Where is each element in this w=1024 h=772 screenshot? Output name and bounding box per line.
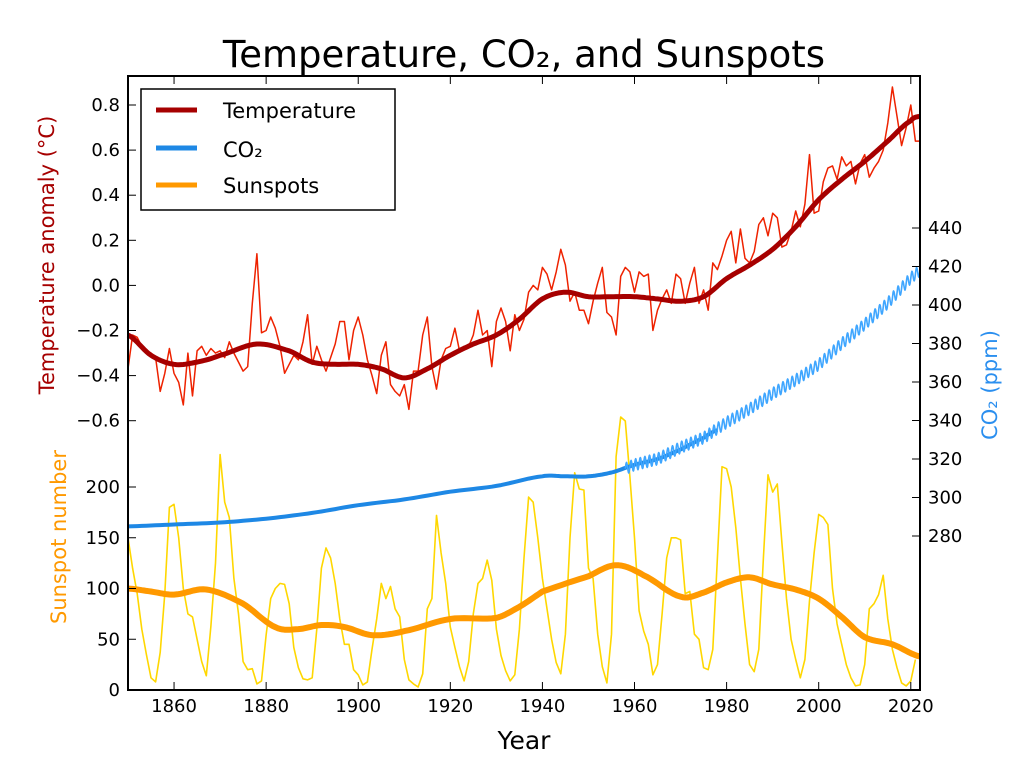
sunspot-tick-label: 50 xyxy=(97,629,120,650)
co2-ice-core-line xyxy=(127,428,719,529)
temperature-tick-label: 0.6 xyxy=(91,140,120,161)
temperature-tick-label: 0.0 xyxy=(91,275,120,296)
temperature-tick-label: −0.6 xyxy=(76,411,120,432)
co2-tick-label: 320 xyxy=(928,449,962,470)
sunspot-tick-label: 200 xyxy=(86,477,120,498)
legend: Temperature CO₂ Sunspots xyxy=(140,88,396,211)
temperature-tick-label: 0.4 xyxy=(91,185,120,206)
co2-tick-label: 300 xyxy=(928,488,962,509)
x-tick-label: 1860 xyxy=(151,696,197,717)
co2-axis: 280 300 320 340 360 380 400 420 440 xyxy=(912,218,962,547)
temperature-smoothed-line xyxy=(126,113,922,381)
co2-tick-label: 280 xyxy=(928,526,962,547)
sunspot-tick-label: 100 xyxy=(86,579,120,600)
legend-label-sunspots: Sunspots xyxy=(223,174,319,198)
x-tick-label: 1960 xyxy=(612,696,658,717)
temperature-tick-label: −0.4 xyxy=(76,366,120,387)
x-tick-label: 2020 xyxy=(888,696,934,717)
temperature-tick-label: 0.8 xyxy=(91,95,120,116)
legend-label-temperature: Temperature xyxy=(222,99,356,123)
co2-tick-label: 340 xyxy=(928,411,962,432)
co2-tick-label: 400 xyxy=(928,295,962,316)
sunspot-axis-label: Sunspot number xyxy=(47,450,71,624)
sunspot-tick-label: 0 xyxy=(109,680,120,701)
sunspot-tick-label: 150 xyxy=(86,528,120,549)
x-tick-label: 1920 xyxy=(427,696,473,717)
series-layer xyxy=(126,86,922,688)
co2-monthly-line xyxy=(624,266,921,474)
temperature-tick-label: −0.2 xyxy=(76,321,120,342)
sunspots-smoothed-line xyxy=(127,562,921,660)
sunspots-annual-line xyxy=(127,416,917,688)
co2-tick-label: 360 xyxy=(928,372,962,393)
co2-tick-label: 380 xyxy=(928,334,962,355)
x-tick-label: 1880 xyxy=(243,696,289,717)
temperature-axis-label: Temperature anomaly (°C) xyxy=(35,116,59,396)
x-axis: 1860 1880 1900 1920 1940 1960 1980 2000 2020 xyxy=(151,76,934,717)
x-tick-label: 2000 xyxy=(796,696,842,717)
co2-tick-label: 440 xyxy=(928,218,962,239)
temperature-annual-line xyxy=(127,86,920,411)
co2-tick-label: 420 xyxy=(928,257,962,278)
chart-title: Temperature, CO₂, and Sunspots xyxy=(222,33,825,76)
x-tick-label: 1940 xyxy=(520,696,566,717)
x-tick-label: 1980 xyxy=(704,696,750,717)
left-axes: −0.6 −0.4 −0.2 0.0 0.2 0.4 0.6 0.8 0 50 100 150 200 xyxy=(76,95,136,701)
x-axis-label: Year xyxy=(497,726,552,755)
co2-axis-label: CO₂ (ppm) xyxy=(978,330,1002,440)
temperature-tick-label: 0.2 xyxy=(91,230,120,251)
legend-label-co2: CO₂ xyxy=(223,138,263,162)
x-tick-label: 1900 xyxy=(335,696,381,717)
plot-frame xyxy=(127,75,921,691)
